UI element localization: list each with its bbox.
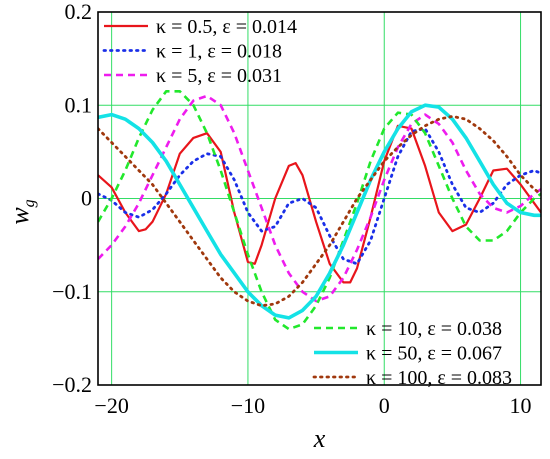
y-tick-label-3: 0.1 [65,92,93,117]
legend-label-3: κ = 10, ε = 0.038 [366,318,502,340]
series-line-5 [98,115,541,308]
series-line-0 [98,124,541,284]
y-axis-label: wg [5,199,38,224]
legend-label-2: κ = 5, ε = 0.031 [156,65,282,87]
y-tick-label-2: 0 [81,186,92,211]
y-tick-label-1: −0.1 [52,279,92,304]
plot-frame [97,11,542,386]
legend-label-0: κ = 0.5, ε = 0.014 [156,16,297,38]
series-line-3 [98,90,541,331]
x-axis-label: x [313,424,326,453]
legend-label-1: κ = 1, ε = 0.018 [156,41,282,63]
x-tick-label-3: 10 [510,393,532,418]
x-tick-label-2: 0 [379,393,390,418]
legend-label-5: κ = 100, ε = 0.083 [366,367,512,389]
series-group [98,90,541,331]
y-tick-label-4: 0.2 [65,0,93,24]
legend-label-4: κ = 50, ε = 0.067 [366,343,502,365]
x-tick-label-0: −20 [94,393,128,418]
y-tick-label-0: −0.2 [52,372,92,397]
series-line-4 [98,103,541,320]
series-line-2 [98,94,541,303]
y-axis-label-subscript: g [21,199,38,207]
x-tick-label-1: −10 [231,393,265,418]
